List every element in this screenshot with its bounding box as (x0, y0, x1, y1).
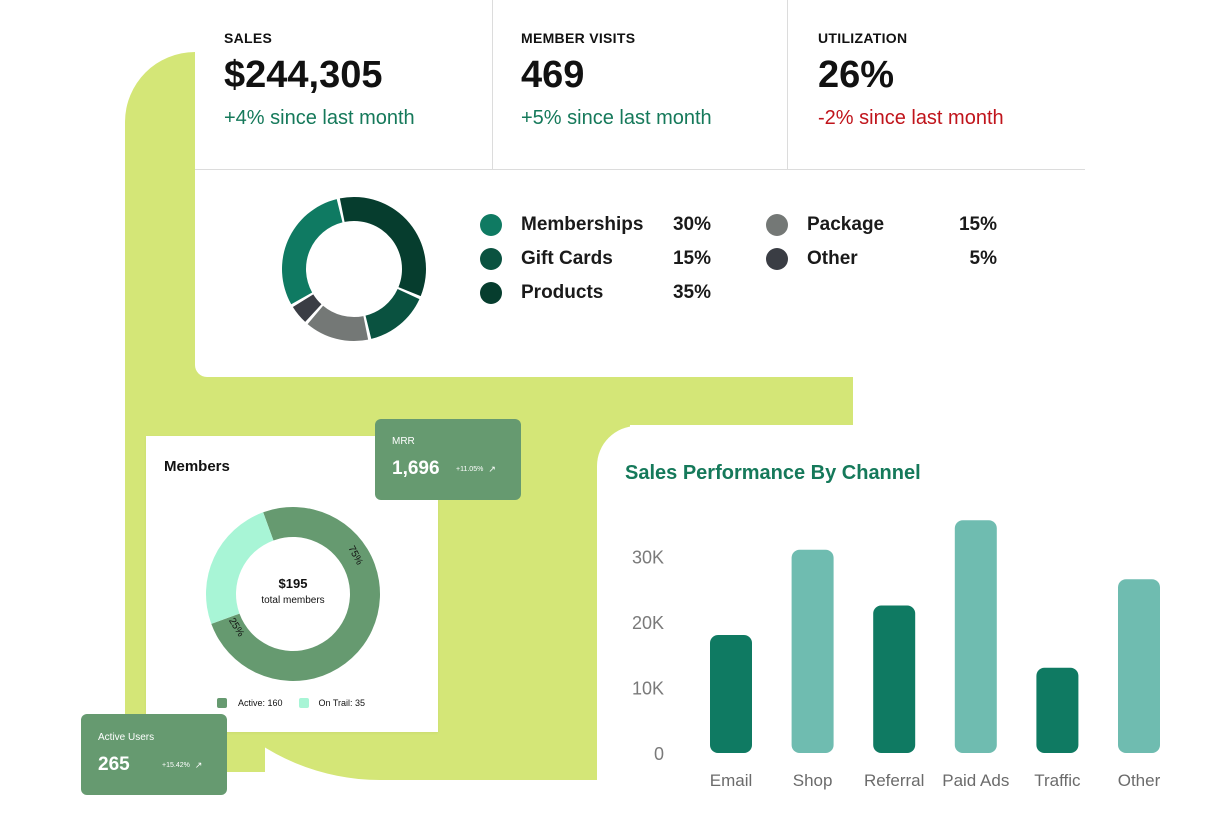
mrr-value: 1,696 (392, 458, 440, 479)
members-slice-active (211, 507, 380, 681)
legend-pct: 30% (672, 214, 711, 235)
bar-email (710, 635, 752, 753)
trend-up-icon: ↗ (488, 464, 496, 474)
stat-label: SALES (224, 30, 273, 46)
bar-other (1118, 579, 1160, 753)
active-users-card: Active Users 265 +15.42% ↗ (81, 714, 227, 795)
stat-delta: +5% since last month (521, 107, 712, 129)
summary-panel (195, 0, 1085, 377)
y-tick-label: 30K (632, 547, 664, 567)
legend-dot (480, 214, 502, 236)
members-legend: Active: 160 On Trail: 35 (217, 698, 365, 708)
donut-slice-products (339, 197, 426, 297)
sales-mix-legend: Memberships 30% Gift Cards 15% Products … (480, 214, 1020, 324)
legend-dot (480, 282, 502, 304)
donut-slice-gift-cards (365, 289, 420, 339)
members-slice-trial (206, 512, 274, 624)
legend-item-memberships: Memberships 30% (480, 214, 711, 236)
stat-utilization: UTILIZATION 26% -2% since last month (818, 30, 1078, 130)
sales-performance-title: Sales Performance By Channel (625, 462, 921, 484)
stat-delta: +4% since last month (224, 107, 415, 129)
stat-member-visits: MEMBER VISITS 469 +5% since last month (521, 30, 781, 130)
y-tick-label: 10K (632, 678, 664, 698)
mrr-label: MRR (392, 436, 415, 447)
stat-sales: SALES $244,305 +4% since last month (224, 30, 484, 130)
legend-swatch-active (217, 698, 227, 708)
members-center-label: total members (261, 595, 325, 606)
stat-value: 469 (521, 54, 585, 96)
legend-pct: 35% (672, 282, 711, 303)
donut-slice-package (307, 305, 369, 341)
donut-slice-other (292, 294, 322, 322)
legend-label: Package (807, 214, 885, 235)
trend-up-icon: ↗ (194, 760, 203, 770)
legend-pct: 15% (672, 248, 711, 269)
bar-traffic (1036, 667, 1079, 753)
x-tick-label: Paid Ads (942, 771, 1009, 790)
legend-pct: 5% (969, 248, 997, 269)
legend-label: Other (807, 248, 858, 269)
active-users-value: 265 (98, 754, 130, 775)
stat-divider (492, 0, 493, 170)
mrr-change: +11.05% ↗ (456, 464, 496, 475)
legend-dot (766, 248, 788, 270)
legend-dot (480, 248, 502, 270)
bar-shop (791, 549, 834, 753)
bar-referral (873, 605, 916, 753)
members-title: Members (164, 458, 230, 475)
stat-label: MEMBER VISITS (521, 30, 636, 46)
stat-label: UTILIZATION (818, 30, 908, 46)
active-users-change: +15.42% ↗ (162, 760, 202, 771)
legend-dot (766, 214, 788, 236)
x-tick-label: Referral (864, 771, 924, 790)
legend-item-products: Products 35% (480, 282, 711, 304)
y-tick-label: 0 (654, 744, 664, 764)
stat-value: 26% (818, 54, 895, 96)
active-users-label: Active Users (98, 732, 155, 743)
legend-label-active: Active: 160 (238, 698, 283, 708)
stats-bottom-divider (195, 169, 1085, 170)
legend-pct: 15% (958, 214, 997, 235)
stat-divider (787, 0, 788, 170)
legend-item-gift-cards: Gift Cards 15% (480, 248, 711, 270)
mrr-card: MRR 1,696 +11.05% ↗ (375, 419, 521, 500)
x-tick-label: Shop (793, 771, 833, 790)
legend-swatch-trial (298, 698, 309, 708)
legend-label-trial: On Trail: 35 (318, 698, 366, 708)
legend-label: Products (521, 282, 604, 303)
bar-paid-ads (954, 520, 997, 753)
legend-item-package: Package 15% (766, 214, 997, 236)
y-tick-label: 20K (632, 613, 664, 633)
donut-slice-memberships (282, 199, 343, 305)
stat-delta: -2% since last month (818, 107, 1004, 129)
members-center: $195 total members (233, 576, 353, 606)
stat-value: $244,305 (224, 54, 383, 96)
members-donut-chart (206, 507, 380, 681)
mrr-change-value: +11.05% (456, 466, 484, 473)
x-tick-label: Email (710, 771, 753, 790)
members-center-value: $195 (278, 576, 308, 591)
legend-item-other: Other 5% (766, 248, 997, 270)
x-tick-label: Traffic (1034, 771, 1081, 790)
active-users-change-value: +15.42% (162, 762, 190, 769)
sales-mix-donut-chart (282, 197, 426, 341)
legend-label: Gift Cards (521, 248, 613, 269)
sales-by-channel-bar-chart: 0 10K 20K 30K Email Shop Referral Paid Ads Traff… (632, 520, 1161, 790)
x-tick-label: Other (1118, 771, 1161, 790)
legend-label: Memberships (521, 214, 644, 235)
